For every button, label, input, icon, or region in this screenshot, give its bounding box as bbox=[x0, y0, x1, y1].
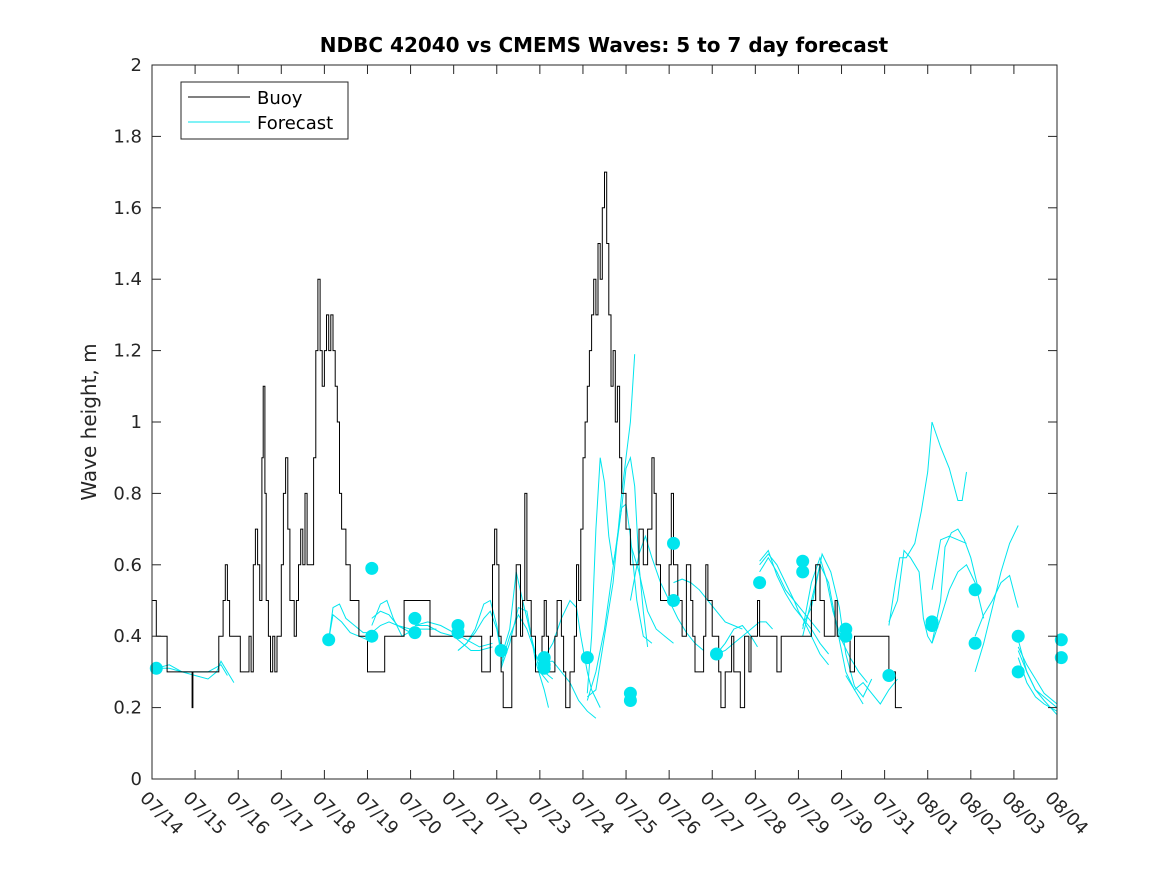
legend-box bbox=[180, 81, 349, 140]
forecast-line bbox=[1017, 646, 1058, 705]
buoy-line bbox=[152, 171, 902, 709]
forecast-marker bbox=[408, 626, 422, 640]
y-tick-label: 1.8 bbox=[113, 126, 142, 147]
forecast-marker bbox=[451, 626, 465, 640]
forecast-line bbox=[974, 574, 1019, 637]
forecast-line bbox=[328, 603, 372, 640]
forecast-line bbox=[759, 556, 821, 633]
forecast-marker bbox=[796, 565, 810, 579]
y-tick-label: 0.8 bbox=[113, 483, 142, 504]
forecast-line bbox=[716, 621, 773, 655]
y-tick-label: 0.2 bbox=[113, 698, 142, 719]
y-tick-label: 1.4 bbox=[113, 269, 142, 290]
y-tick-label: 0.4 bbox=[113, 626, 142, 647]
forecast-line bbox=[716, 624, 758, 655]
forecast-line bbox=[629, 543, 674, 644]
forecast-marker bbox=[408, 611, 422, 625]
y-tick-label: 0 bbox=[131, 769, 142, 790]
forecast-line bbox=[974, 525, 1019, 673]
forecast-line bbox=[802, 552, 873, 698]
legend-label-buoy: Buoy bbox=[257, 88, 303, 109]
forecast-marker bbox=[580, 651, 594, 665]
legend: Buoy Forecast bbox=[180, 81, 349, 140]
forecast-line bbox=[328, 613, 368, 641]
forecast-marker bbox=[968, 636, 982, 650]
forecast-marker bbox=[925, 619, 939, 632]
forecast-marker bbox=[365, 629, 379, 643]
y-tick-label: 0.6 bbox=[113, 555, 142, 576]
forecast-line bbox=[1017, 650, 1058, 716]
forecast-marker bbox=[753, 576, 767, 590]
y-tick-label: 1 bbox=[131, 412, 142, 433]
forecast-marker bbox=[1011, 629, 1025, 643]
forecast-line bbox=[586, 354, 636, 698]
forecast-line bbox=[888, 421, 967, 626]
forecast-marker bbox=[882, 669, 896, 682]
forecast-marker bbox=[365, 561, 379, 575]
forecast-marker bbox=[839, 629, 853, 643]
y-tick-label: 1.2 bbox=[113, 341, 142, 362]
forecast-marker bbox=[1054, 651, 1068, 665]
y-tick-label: 2 bbox=[131, 55, 142, 76]
forecast-line bbox=[629, 534, 704, 651]
forecast-marker bbox=[667, 536, 680, 550]
forecast-marker bbox=[322, 633, 336, 647]
forecast-marker bbox=[796, 554, 810, 568]
forecast-line bbox=[457, 599, 504, 662]
forecast-marker bbox=[1011, 665, 1025, 679]
forecast-marker bbox=[1054, 633, 1068, 647]
legend-label-forecast: Forecast bbox=[257, 113, 333, 134]
forecast-line bbox=[500, 606, 549, 708]
forecast-marker bbox=[537, 661, 551, 675]
forecast-line bbox=[888, 549, 933, 644]
forecast-line bbox=[586, 503, 653, 701]
forecast-marker bbox=[149, 661, 163, 675]
forecast-marker bbox=[623, 694, 637, 707]
forecast-line bbox=[931, 528, 980, 644]
forecast-line bbox=[845, 675, 898, 705]
forecast-marker bbox=[494, 644, 508, 657]
forecast-line bbox=[931, 564, 985, 644]
chart-title: NDBC 42040 vs CMEMS Waves: 5 to 7 day fo… bbox=[320, 33, 889, 57]
forecast-line bbox=[759, 549, 829, 666]
forecast-line bbox=[802, 556, 868, 683]
forecast-marker bbox=[968, 583, 982, 597]
y-axis-label: Wave height, m bbox=[77, 343, 101, 500]
series-layer bbox=[149, 171, 1068, 719]
forecast-marker bbox=[667, 594, 680, 607]
forecast-line bbox=[156, 660, 235, 683]
y-tick-label: 1.6 bbox=[113, 198, 142, 219]
forecast-marker bbox=[710, 647, 723, 661]
forecast-line bbox=[759, 553, 829, 655]
